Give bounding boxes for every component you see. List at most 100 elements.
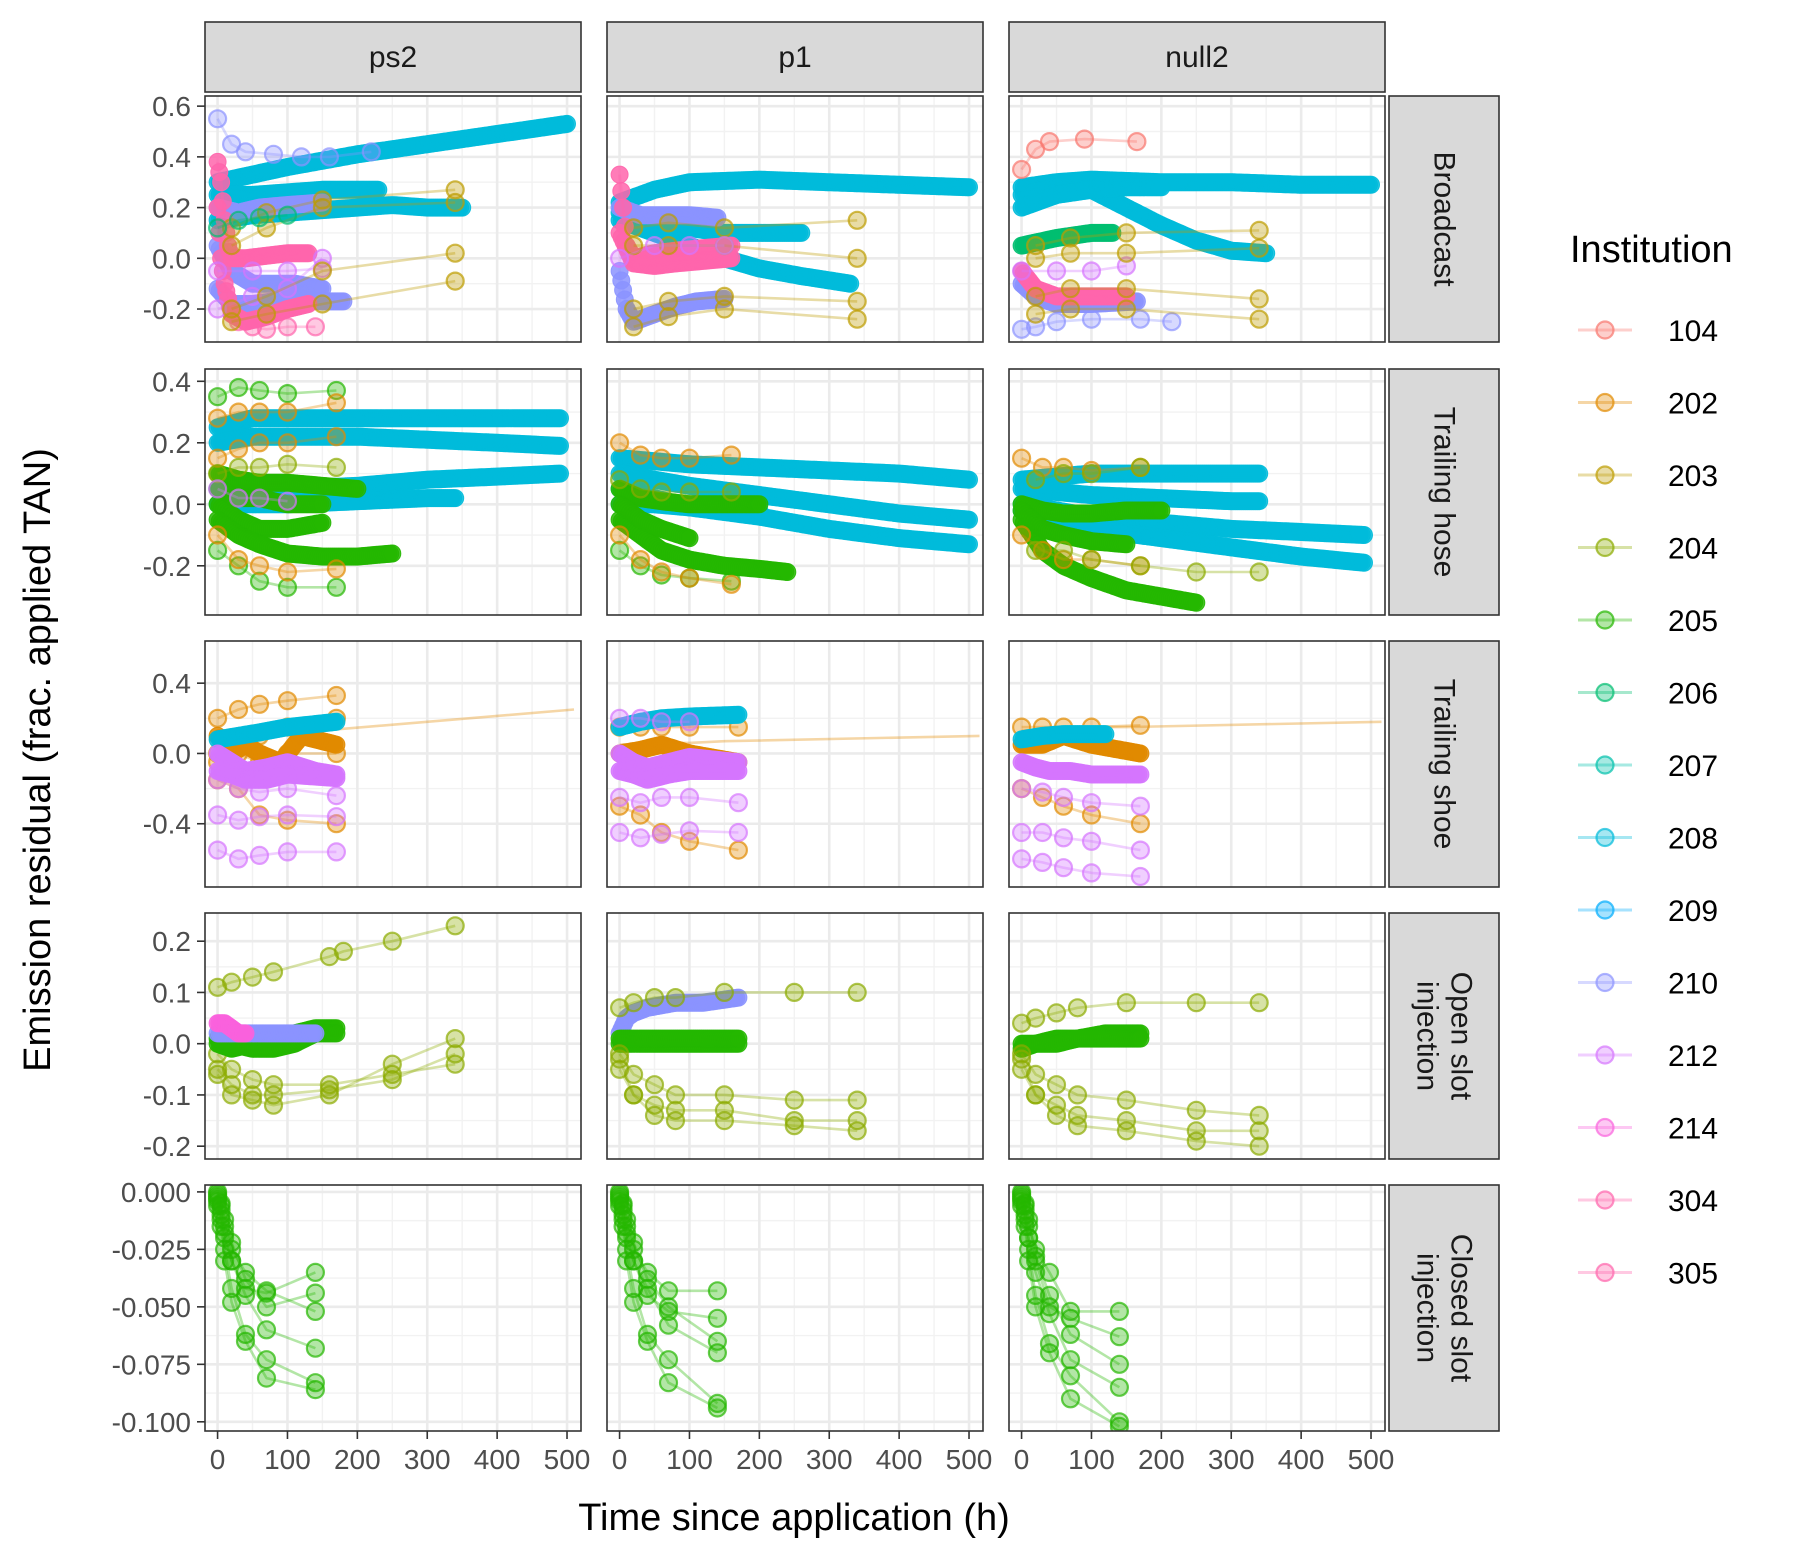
data-point-202: [209, 710, 226, 727]
data-point-204: [1083, 465, 1100, 482]
data-point-203: [258, 306, 275, 323]
data-point-203: [1062, 280, 1079, 297]
data-point-203: [223, 237, 240, 254]
data-point-208: [842, 275, 859, 292]
data-point-208: [961, 179, 978, 196]
data-point-212: [251, 847, 268, 864]
data-point-206: [251, 209, 268, 226]
data-point-203: [1118, 245, 1135, 262]
data-point-202: [328, 428, 345, 445]
data-point-212: [646, 237, 663, 254]
data-point-203: [625, 219, 642, 236]
data-point-208: [1356, 554, 1373, 571]
data-point-208: [559, 115, 576, 132]
data-point-210: [209, 110, 226, 127]
data-point-203: [1251, 311, 1268, 328]
data-point-202: [230, 701, 247, 718]
data-point-205: [751, 496, 768, 513]
data-point-202: [723, 447, 740, 464]
data-point-204: [1027, 471, 1044, 488]
panels-layer: [205, 96, 1385, 1435]
data-point-203: [223, 301, 240, 318]
data-point-203: [716, 219, 733, 236]
data-point-204: [251, 459, 268, 476]
data-point-205: [230, 379, 247, 396]
data-point-212: [716, 237, 733, 254]
data-point-203: [625, 318, 642, 335]
data-point-212: [328, 770, 345, 787]
data-point-203: [1118, 280, 1135, 297]
data-point-304: [613, 183, 630, 200]
data-point-212: [328, 843, 345, 860]
data-point-208: [1153, 179, 1170, 196]
facet-panel: [205, 96, 581, 342]
data-point-210: [1048, 313, 1065, 330]
data-point-202: [1013, 527, 1030, 544]
data-point-304: [615, 199, 632, 216]
facet-panel: [1009, 96, 1385, 342]
data-point-203: [447, 181, 464, 198]
data-point-202: [328, 560, 345, 577]
data-point-206: [279, 207, 296, 224]
data-point-203: [447, 245, 464, 262]
data-point-202: [632, 551, 649, 568]
data-point-208: [447, 490, 464, 507]
facet-panel: [205, 641, 581, 887]
data-point-203: [1027, 237, 1044, 254]
data-point-204: [1055, 465, 1072, 482]
data-point-212: [209, 480, 226, 497]
data-point-208: [730, 706, 747, 723]
data-point-204: [230, 459, 247, 476]
data-point-208: [552, 465, 569, 482]
data-point-212: [611, 789, 628, 806]
data-point-205: [1153, 502, 1170, 519]
data-point-205: [328, 579, 345, 596]
data-point-212: [279, 843, 296, 860]
data-point-203: [716, 288, 733, 305]
data-point-203: [849, 311, 866, 328]
data-point-305: [307, 318, 324, 335]
data-point-208: [961, 471, 978, 488]
data-point-202: [681, 570, 698, 587]
data-point-208: [961, 536, 978, 553]
data-point-208: [1363, 176, 1380, 193]
data-point-203: [1027, 288, 1044, 305]
data-point-205: [681, 530, 698, 547]
data-point-212: [244, 263, 261, 280]
data-point-212: [730, 824, 747, 841]
data-point-210: [265, 146, 282, 163]
data-point-206: [209, 219, 226, 236]
data-point-202: [653, 564, 670, 581]
data-point-202: [279, 404, 296, 421]
data-point-212: [1083, 263, 1100, 280]
data-point-204: [632, 480, 649, 497]
facet-panel: [1009, 369, 1385, 615]
data-point-210: [1163, 313, 1180, 330]
data-point-212: [251, 808, 268, 825]
data-point-104: [1076, 131, 1093, 148]
data-point-204: [1083, 551, 1100, 568]
data-point-203: [1118, 301, 1135, 318]
data-point-202: [230, 551, 247, 568]
data-point-208: [1356, 527, 1373, 544]
data-point-212: [681, 237, 698, 254]
data-point-202: [328, 394, 345, 411]
data-point-212: [279, 493, 296, 510]
data-point-203: [314, 192, 331, 209]
data-point-104: [1013, 161, 1030, 178]
data-point-212: [230, 812, 247, 829]
data-point-203: [849, 250, 866, 267]
data-point-212: [632, 794, 649, 811]
data-point-202: [328, 736, 345, 753]
data-point-202: [279, 692, 296, 709]
data-point-204: [1132, 557, 1149, 574]
data-point-104: [1128, 133, 1145, 150]
data-point-202: [251, 696, 268, 713]
data-point-208: [552, 410, 569, 427]
data-point-202: [209, 527, 226, 544]
facet-panel: [205, 369, 581, 615]
data-point-202: [209, 410, 226, 427]
data-point-205: [209, 388, 226, 405]
data-point-304: [611, 166, 628, 183]
data-point-212: [1048, 263, 1065, 280]
